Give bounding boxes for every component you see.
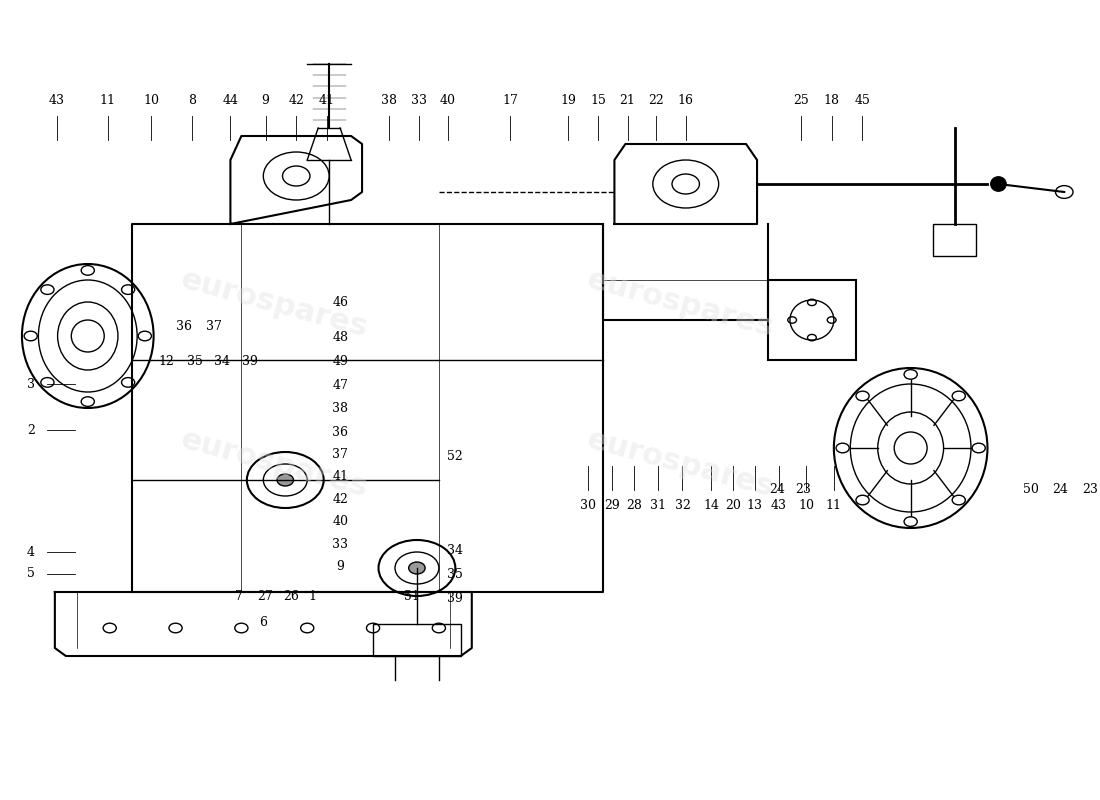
Text: 42: 42 — [332, 493, 348, 506]
Text: 25: 25 — [793, 94, 808, 106]
Text: 41: 41 — [319, 94, 336, 106]
Text: 8: 8 — [188, 94, 196, 106]
Ellipse shape — [991, 177, 1006, 191]
Text: 42: 42 — [288, 94, 305, 106]
Text: 35: 35 — [448, 568, 463, 581]
Text: 23: 23 — [1082, 483, 1099, 496]
Text: 22: 22 — [648, 94, 664, 106]
Text: 45: 45 — [855, 94, 870, 106]
Bar — [373, 624, 461, 656]
Text: 11: 11 — [826, 499, 842, 512]
Text: 23: 23 — [795, 483, 811, 496]
Text: 18: 18 — [824, 94, 839, 106]
Text: 48: 48 — [332, 331, 348, 344]
Text: 33: 33 — [411, 94, 427, 106]
Text: 13: 13 — [747, 499, 763, 512]
Text: 36: 36 — [332, 426, 348, 438]
Text: 52: 52 — [448, 450, 463, 462]
Text: 43: 43 — [771, 499, 786, 512]
Text: eurospares: eurospares — [583, 265, 777, 343]
Text: 29: 29 — [604, 499, 620, 512]
Text: 50: 50 — [1023, 483, 1040, 496]
Text: 34: 34 — [213, 355, 230, 368]
Bar — [933, 224, 977, 256]
Text: 20: 20 — [725, 499, 741, 512]
Text: 49: 49 — [332, 355, 348, 368]
Text: 36: 36 — [176, 320, 192, 333]
Text: eurospares: eurospares — [177, 265, 371, 343]
Text: 43: 43 — [50, 94, 65, 106]
Text: 24: 24 — [1052, 483, 1068, 496]
Text: 38: 38 — [382, 94, 397, 106]
Text: 14: 14 — [703, 499, 719, 512]
Text: 34: 34 — [448, 544, 463, 557]
Text: 46: 46 — [332, 296, 348, 309]
Text: 10: 10 — [143, 94, 160, 106]
Text: 9: 9 — [262, 94, 270, 106]
Text: 24: 24 — [769, 483, 784, 496]
Text: 37: 37 — [332, 448, 348, 461]
Text: 9: 9 — [337, 560, 344, 573]
Text: eurospares: eurospares — [583, 425, 777, 503]
Text: 37: 37 — [206, 320, 222, 333]
Text: 39: 39 — [448, 592, 463, 605]
Bar — [768, 280, 856, 360]
Text: 5: 5 — [26, 567, 35, 580]
Text: 35: 35 — [187, 355, 204, 368]
Text: 21: 21 — [619, 94, 636, 106]
Text: 38: 38 — [332, 402, 348, 414]
Text: 17: 17 — [503, 94, 518, 106]
Text: 2: 2 — [26, 424, 35, 437]
Text: 12: 12 — [158, 355, 175, 368]
Ellipse shape — [277, 474, 294, 486]
Text: 28: 28 — [626, 499, 642, 512]
Text: 7: 7 — [235, 590, 243, 602]
Text: 3: 3 — [26, 378, 35, 390]
Text: 51: 51 — [404, 590, 419, 602]
Ellipse shape — [409, 562, 426, 574]
Text: 44: 44 — [222, 94, 239, 106]
Text: 31: 31 — [650, 499, 667, 512]
Text: 41: 41 — [332, 470, 348, 483]
Text: 16: 16 — [678, 94, 694, 106]
Text: 47: 47 — [332, 379, 348, 392]
Text: 19: 19 — [560, 94, 576, 106]
Text: 39: 39 — [242, 355, 258, 368]
Text: 33: 33 — [332, 538, 348, 550]
Text: 40: 40 — [332, 515, 348, 528]
Text: 30: 30 — [580, 499, 596, 512]
Text: 15: 15 — [590, 94, 606, 106]
Text: 10: 10 — [799, 499, 814, 512]
Text: eurospares: eurospares — [177, 425, 371, 503]
Text: 26: 26 — [283, 590, 299, 602]
Text: 1: 1 — [309, 590, 317, 602]
Text: 6: 6 — [260, 616, 267, 629]
Text: 11: 11 — [99, 94, 116, 106]
Text: 32: 32 — [674, 499, 691, 512]
Text: 40: 40 — [440, 94, 455, 106]
Text: 4: 4 — [26, 546, 35, 558]
Text: 27: 27 — [257, 590, 274, 602]
